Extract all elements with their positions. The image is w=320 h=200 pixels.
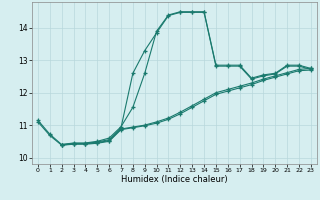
X-axis label: Humidex (Indice chaleur): Humidex (Indice chaleur) — [121, 175, 228, 184]
